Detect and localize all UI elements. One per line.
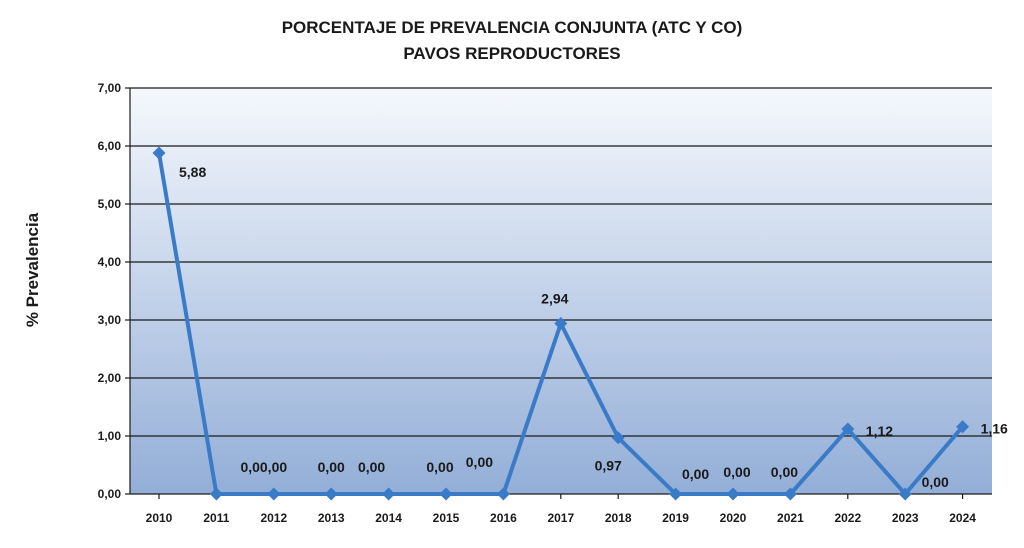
data-point-marker: [898, 487, 912, 501]
data-point-marker: [726, 487, 740, 501]
data-point-marker: [439, 487, 453, 501]
y-tick-label: 2,00: [98, 371, 122, 385]
x-tick-label: 2023: [892, 511, 919, 525]
data-label: 0,00: [771, 464, 798, 480]
data-point-marker: [209, 487, 223, 501]
x-tick-label: 2011: [203, 511, 229, 525]
data-label: 0,00: [426, 459, 453, 475]
x-tick-label: 2010: [146, 511, 173, 525]
y-tick-label: 7,00: [98, 81, 122, 95]
x-tick-label: 2014: [375, 511, 402, 525]
x-tick-label: 2018: [605, 511, 632, 525]
data-point-marker: [554, 316, 568, 330]
data-point-marker: [841, 422, 855, 436]
data-label: 0,00: [318, 459, 345, 475]
data-label: 1,12: [866, 423, 893, 439]
data-label: 2,94: [541, 290, 568, 306]
x-tick-label: 2020: [720, 511, 747, 525]
data-label: 0,00,00: [240, 459, 287, 475]
x-tick-label: 2012: [260, 511, 287, 525]
x-tick-label: 2019: [662, 511, 689, 525]
data-label: 0,00: [922, 474, 949, 490]
y-tick-label: 1,00: [98, 429, 122, 443]
x-tick-labels: 2010 2011 2012 2013 2014 2015 2016 2017 2018 2019…: [146, 511, 977, 525]
data-label: 0,97: [595, 458, 622, 474]
data-label: 0,00: [358, 459, 385, 475]
x-tick-label: 2022: [834, 511, 861, 525]
data-label: 1,16: [981, 421, 1008, 437]
y-tick-label: 5,00: [98, 197, 122, 211]
x-tick-label: 2021: [777, 511, 804, 525]
x-tick-label: 2017: [547, 511, 574, 525]
chart-title-line-1: PORCENTAJE DE PREVALENCIA CONJUNTA (ATC …: [282, 18, 743, 37]
series-prevalence: [152, 146, 970, 501]
data-point-marker: [956, 420, 970, 434]
data-label: 0,00: [682, 466, 709, 482]
x-tick-label: 2015: [433, 511, 460, 525]
y-tick-label: 3,00: [98, 313, 122, 327]
chart-title-line-2: PAVOS REPRODUCTORES: [403, 44, 620, 63]
data-point-marker: [267, 487, 281, 501]
data-point-marker: [496, 487, 510, 501]
x-tick-label: 2013: [318, 511, 345, 525]
data-point-marker: [611, 431, 625, 445]
data-labels: 5,88 0,00,00 0,00 0,00 0,00 0,00 2,94 0,97 0,00 0…: [179, 164, 1008, 490]
x-tick-label: 2016: [490, 511, 517, 525]
data-point-marker: [783, 487, 797, 501]
y-tick-label: 6,00: [98, 139, 122, 153]
data-point-marker: [669, 487, 683, 501]
data-label: 5,88: [179, 164, 206, 180]
data-point-marker: [324, 487, 338, 501]
x-tick-label: 2024: [949, 511, 976, 525]
y-tick-labels: 0,00 1,00 2,00 3,00 4,00 5,00 6,00 7,00: [98, 81, 122, 501]
y-tick-label: 4,00: [98, 255, 122, 269]
data-label: 0,00: [466, 454, 493, 470]
y-tick-label: 0,00: [98, 487, 122, 501]
data-label: 0,00: [723, 464, 750, 480]
y-axis-label: % Prevalencia: [23, 212, 42, 327]
data-point-marker: [152, 146, 166, 160]
data-point-marker: [382, 487, 396, 501]
